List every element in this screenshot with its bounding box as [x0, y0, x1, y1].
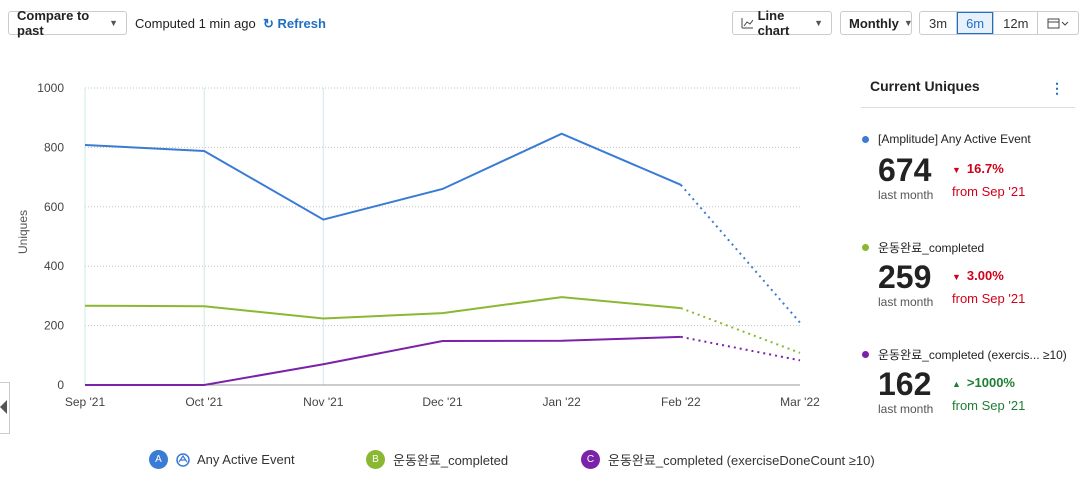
line-chart-icon: [741, 18, 753, 29]
more-options-icon[interactable]: ⋮: [1050, 80, 1064, 96]
metric-name-text: [Amplitude] Any Active Event: [878, 132, 1031, 146]
series-line-1[interactable]: [84, 296, 681, 320]
series-dot: [862, 135, 869, 143]
chevron-down-icon: ▼: [814, 18, 823, 28]
metric-from: from Sep '21: [952, 398, 1026, 413]
panel-title: Current Uniques: [870, 78, 980, 94]
metric-from: from Sep '21: [952, 184, 1026, 199]
legend-item-b[interactable]: B 운동완료_completed: [366, 450, 508, 469]
series-line-0[interactable]: [84, 132, 682, 221]
legend-label: Any Active Event: [197, 452, 295, 467]
triangle-up-icon: ▲: [952, 379, 961, 389]
legend-label: 운동완료_completed (exerciseDoneCount ≥10): [608, 453, 875, 468]
metric-name: [Amplitude] Any Active Event: [862, 132, 1082, 146]
x-tick-label: Dec '21: [422, 395, 463, 409]
series-dot: [862, 351, 869, 358]
metric-change: ▼ 3.00%: [952, 268, 1004, 283]
series-line-incomplete-2[interactable]: [680, 335, 801, 362]
panel-divider: [861, 107, 1075, 108]
date-picker-button[interactable]: [1038, 12, 1078, 34]
refresh-icon: ↻: [263, 16, 274, 31]
computed-status: Computed 1 min ago: [135, 16, 256, 31]
range-6m[interactable]: 6m: [957, 12, 995, 34]
chevron-left-icon: [0, 400, 7, 414]
y-tick-label: 800: [44, 140, 64, 154]
legend-item-c[interactable]: C 운동완료_completed (exerciseDoneCount ≥10): [581, 450, 875, 469]
range-selector: 3m 6m 12m: [919, 11, 1080, 35]
refresh-label: Refresh: [277, 16, 326, 31]
line-chart: 0 200 400 600 800 1000 Sep '21 Oct '21 Nov '21 D…: [16, 81, 820, 409]
calendar-icon: [1047, 18, 1069, 29]
chart-type-select[interactable]: Line chart ▼: [732, 8, 832, 38]
metric-value: 674: [878, 152, 932, 188]
metric-name: 운동완료_completed: [862, 239, 1082, 256]
amplitude-icon: [176, 452, 190, 467]
x-tick-label: Mar '22: [780, 395, 820, 409]
range-3m[interactable]: 3m: [920, 12, 958, 34]
triangle-down-icon: ▼: [952, 272, 961, 282]
metric-change-text: 3.00%: [966, 268, 1004, 283]
refresh-button[interactable]: ↻ Refresh: [263, 16, 326, 32]
interval-label: Monthly: [849, 15, 899, 31]
metric-value: 162: [878, 366, 932, 402]
metric-card: 운동완료_completed 259 last month ▼ 3.00% from Se…: [862, 239, 1082, 329]
metric-change-text: 16.7%: [966, 161, 1004, 176]
series-dot: [862, 244, 869, 251]
chevron-down-icon: ▼: [109, 18, 118, 28]
metric-change: ▼ 16.7%: [952, 161, 1004, 176]
metric-sub: last month: [878, 402, 934, 416]
chart-type-label: Line chart: [757, 8, 790, 38]
y-axis-label: Uniques: [16, 210, 30, 254]
chevron-down-icon: ▼: [903, 18, 913, 28]
metric-change: ▲ >1000%: [952, 375, 1015, 390]
y-tick-label: 200: [44, 319, 64, 333]
series-line-incomplete-0[interactable]: [680, 184, 801, 324]
metric-name-text: 운동완료_completed (exercis... ≥10): [878, 348, 1067, 362]
legend-label: 운동완료_completed: [393, 453, 509, 468]
x-tick-label: Oct '21: [185, 395, 223, 409]
metric-from: from Sep '21: [952, 291, 1026, 306]
x-tick-label: Feb '22: [661, 395, 701, 409]
legend-badge: A: [149, 450, 168, 469]
x-tick-label: Sep '21: [65, 395, 106, 409]
interval-select[interactable]: Monthly ▼: [840, 11, 913, 35]
legend-badge: C: [581, 450, 600, 469]
y-tick-label: 600: [44, 200, 64, 214]
range-12m[interactable]: 12m: [994, 12, 1039, 34]
metric-value: 259: [878, 259, 932, 295]
series-line-2[interactable]: [85, 335, 681, 386]
x-tick-label: Jan '22: [543, 395, 582, 409]
y-tick-label: 0: [57, 378, 64, 392]
x-tick-label: Nov '21: [303, 395, 344, 409]
legend-item-a[interactable]: A Any Active Event: [149, 450, 295, 469]
y-tick-label: 400: [44, 259, 64, 273]
collapse-panel-tab[interactable]: [0, 382, 10, 434]
compare-label: Compare to past: [17, 8, 90, 38]
metric-sub: last month: [878, 188, 934, 202]
compare-to-past-button[interactable]: Compare to past ▼: [8, 8, 127, 38]
series-line-incomplete-1[interactable]: [680, 307, 801, 354]
metric-name-text: 운동완료_completed: [878, 241, 985, 255]
metric-sub: last month: [878, 295, 934, 309]
legend-badge: B: [366, 450, 385, 469]
metric-name: 운동완료_completed (exercis... ≥10): [862, 346, 1082, 363]
triangle-down-icon: ▼: [952, 165, 961, 175]
metric-change-text: >1000%: [966, 375, 1015, 390]
metric-card: [Amplitude] Any Active Event 674 last mont…: [862, 132, 1082, 222]
y-tick-label: 1000: [37, 81, 64, 95]
metric-card: 운동완료_completed (exercis... ≥10) 162 last m…: [862, 346, 1082, 436]
